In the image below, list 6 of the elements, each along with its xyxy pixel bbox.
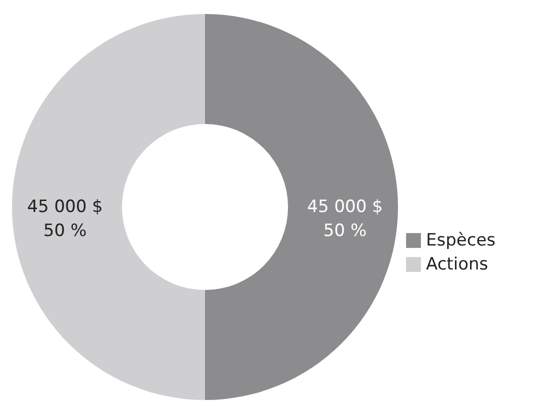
donut-slice bbox=[12, 14, 205, 400]
legend-label: Espèces bbox=[426, 230, 496, 250]
data-label: 45 000 $ 50 % bbox=[27, 197, 103, 241]
legend-label: Actions bbox=[426, 254, 488, 274]
data-label: 45 000 $ 50 % bbox=[307, 197, 383, 241]
donut-slice bbox=[205, 14, 398, 400]
